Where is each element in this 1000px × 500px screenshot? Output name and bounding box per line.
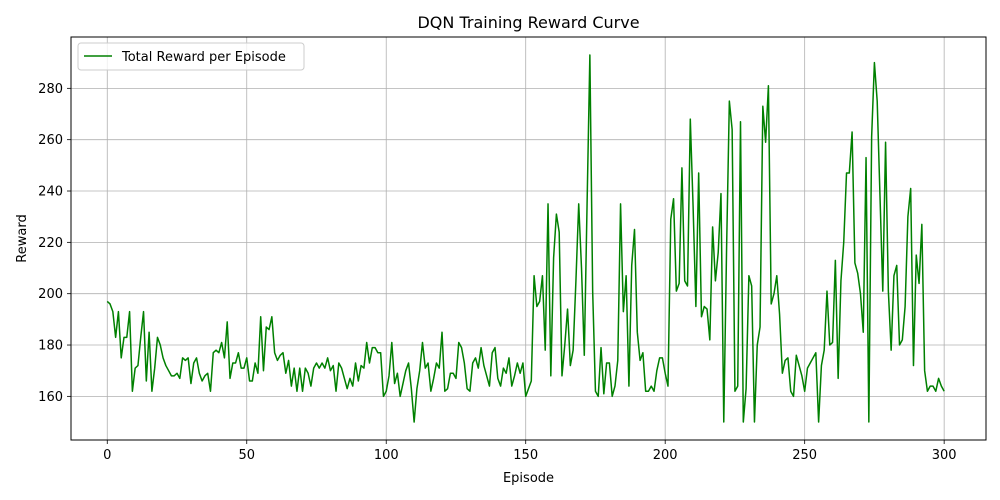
x-tick-label: 0 [103,448,111,463]
y-tick-label: 240 [38,185,63,200]
legend-label: Total Reward per Episode [121,50,286,65]
y-tick-label: 260 [38,133,63,148]
y-axis: 160 180 200 220 240 260 280 [38,82,71,405]
x-axis: 0 50 100 150 200 250 300 [103,440,957,463]
y-tick-label: 280 [38,82,63,97]
x-tick-label: 250 [792,448,817,463]
chart-title: DQN Training Reward Curve [417,13,639,32]
legend: Total Reward per Episode [77,42,305,71]
x-tick-label: 200 [653,448,678,463]
series-layer [106,54,945,423]
y-axis-title: Reward [15,214,30,262]
series-line-total-reward [106,54,945,423]
y-tick-label: 160 [38,390,63,405]
x-tick-label: 50 [238,448,255,463]
x-tick-label: 150 [513,448,538,463]
y-tick-label: 200 [38,287,63,302]
legend-box [77,42,305,71]
x-tick-label: 100 [374,448,399,463]
x-tick-label: 300 [932,448,957,463]
x-axis-title: Episode [503,471,554,486]
plot-frame [70,36,987,441]
y-tick-label: 220 [38,236,63,251]
y-tick-label: 180 [38,339,63,354]
